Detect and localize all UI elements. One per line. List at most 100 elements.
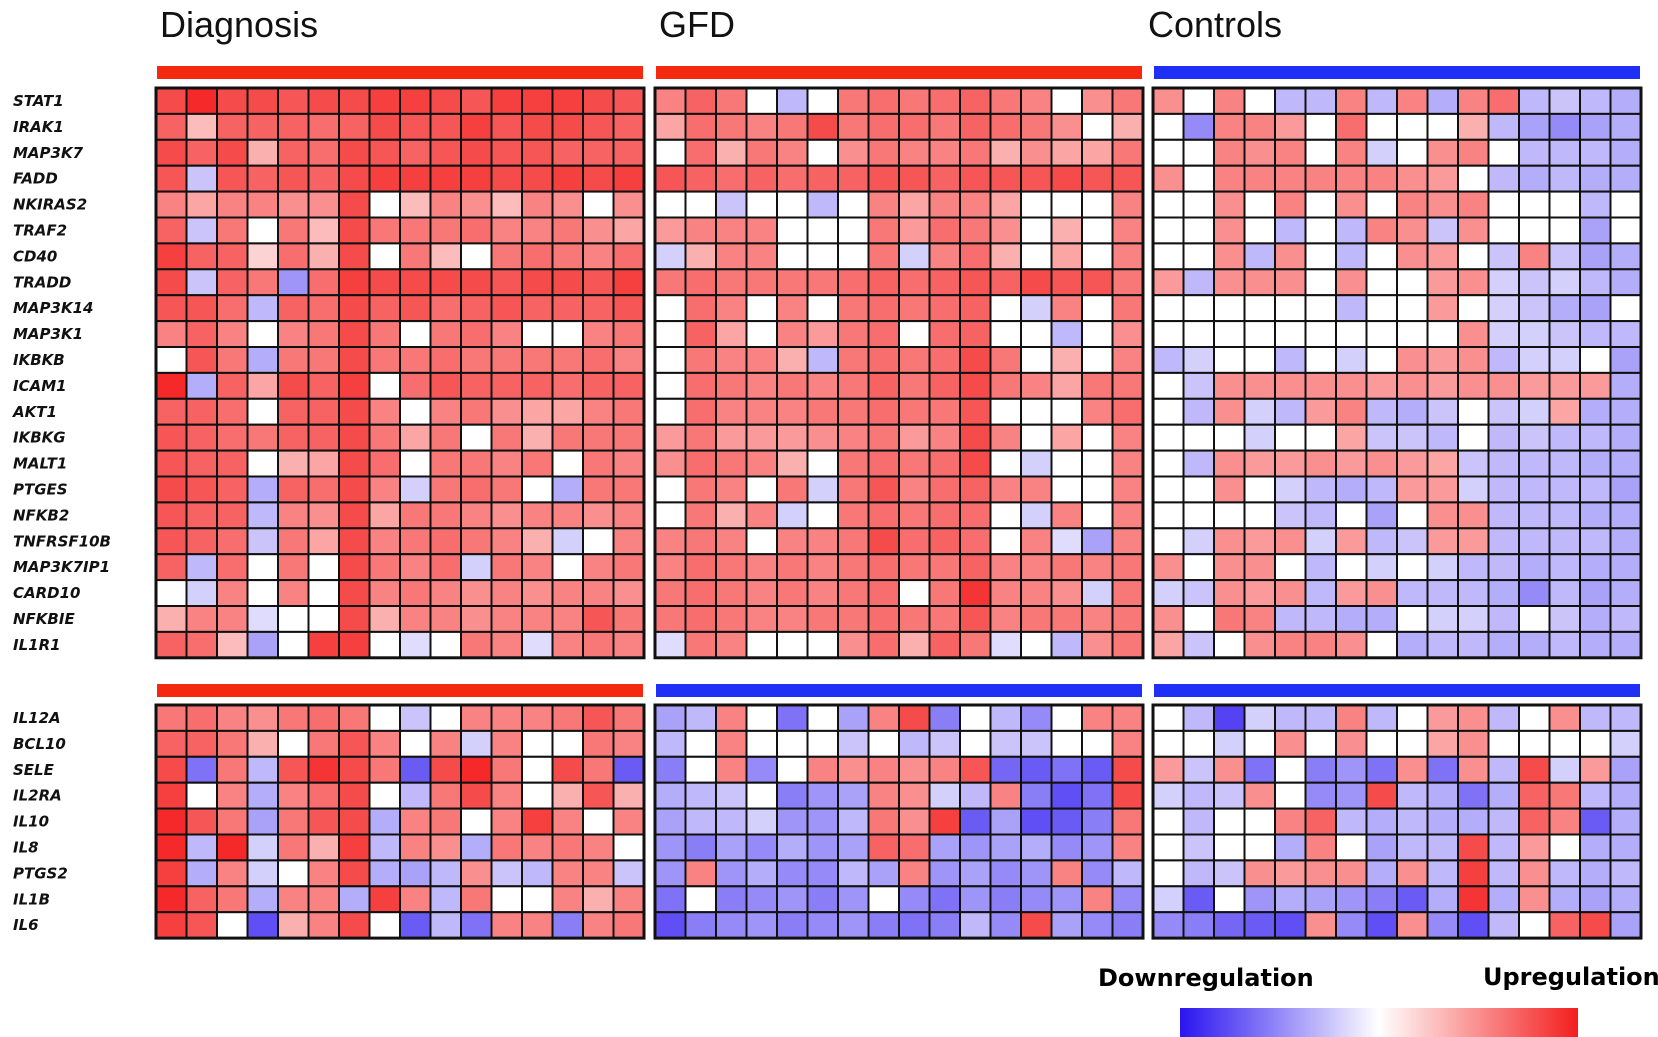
cell-stat1-controls-13 <box>1518 87 1551 115</box>
gene-label-il8: IL8 <box>13 838 39 856</box>
cell-map3k1-controls-13 <box>1518 320 1551 349</box>
cell-fadd-controls-3 <box>1213 164 1246 193</box>
cell-map3k7ip1-gfd-8 <box>867 553 900 582</box>
cell-ptgs2-diagnosis-9 <box>399 859 432 888</box>
cell-icam1-gfd-11 <box>959 371 992 400</box>
cell-ptgs2-gfd-3 <box>715 859 748 888</box>
cell-il12a-controls-14 <box>1548 704 1581 732</box>
cell-il12a-diagnosis-15 <box>582 704 615 732</box>
cell-cd40-diagnosis-10 <box>429 242 462 271</box>
cell-il6-gfd-6 <box>806 911 839 940</box>
cell-tnfrsf10b-diagnosis-7 <box>338 527 371 556</box>
cell-malt1-controls-13 <box>1518 449 1551 478</box>
cell-nkiras2-gfd-12 <box>989 190 1022 219</box>
cell-il8-diagnosis-5 <box>277 833 310 862</box>
cell-stat1-diagnosis-14 <box>551 87 584 115</box>
cell-il12a-controls-6 <box>1304 704 1337 732</box>
cell-il6-gfd-11 <box>959 911 992 940</box>
cell-nfkb2-controls-10 <box>1426 501 1459 530</box>
cell-card10-controls-3 <box>1213 579 1246 607</box>
cell-map3k7ip1-diagnosis-12 <box>490 553 523 582</box>
cell-map3k7ip1-gfd-14 <box>1050 553 1083 582</box>
cell-traf2-diagnosis-10 <box>429 216 462 245</box>
cell-sele-gfd-2 <box>684 755 717 784</box>
cell-ptgs2-controls-7 <box>1335 859 1368 888</box>
cell-sele-diagnosis-5 <box>277 755 310 784</box>
cell-ptgs2-gfd-1 <box>654 859 687 888</box>
cell-malt1-gfd-12 <box>989 449 1022 478</box>
cell-map3k7-gfd-7 <box>837 138 870 167</box>
cell-nfkb2-controls-11 <box>1457 501 1490 530</box>
cell-cd40-diagnosis-9 <box>399 242 432 271</box>
cell-malt1-gfd-8 <box>867 449 900 478</box>
cell-il1r1-diagnosis-14 <box>551 630 584 659</box>
cell-malt1-gfd-4 <box>745 449 778 478</box>
cell-bcl10-diagnosis-15 <box>582 729 615 758</box>
cell-traf2-controls-9 <box>1396 216 1429 245</box>
group-bar-panel-1-gfd <box>656 66 1142 79</box>
cell-ikbkb-diagnosis-9 <box>399 346 432 374</box>
cell-map3k14-controls-10 <box>1426 294 1459 323</box>
cell-traf2-gfd-15 <box>1081 216 1114 245</box>
cell-bcl10-diagnosis-4 <box>246 729 279 758</box>
cell-il8-diagnosis-7 <box>338 833 371 862</box>
cell-nkiras2-controls-3 <box>1213 190 1246 219</box>
cell-icam1-controls-14 <box>1548 371 1581 400</box>
cell-il10-gfd-2 <box>684 807 717 836</box>
cell-nkiras2-gfd-5 <box>776 190 809 219</box>
cell-ikbkg-controls-6 <box>1304 423 1337 452</box>
cell-il1r1-gfd-2 <box>684 630 717 659</box>
cell-map3k14-diagnosis-14 <box>551 294 584 323</box>
cell-traf2-diagnosis-4 <box>246 216 279 245</box>
cell-ikbkb-diagnosis-11 <box>460 346 493 374</box>
cell-nkiras2-gfd-3 <box>715 190 748 219</box>
cell-akt1-gfd-15 <box>1081 397 1114 426</box>
cell-ikbkb-gfd-7 <box>837 346 870 374</box>
cell-irak1-controls-11 <box>1457 112 1490 141</box>
cell-fadd-controls-10 <box>1426 164 1459 193</box>
cell-irak1-diagnosis-5 <box>277 112 310 141</box>
cell-il6-gfd-4 <box>745 911 778 940</box>
cell-il1b-diagnosis-15 <box>582 885 615 914</box>
cell-il12a-diagnosis-6 <box>307 704 340 732</box>
cell-map3k1-diagnosis-7 <box>338 320 371 349</box>
cell-nkiras2-diagnosis-16 <box>612 190 645 219</box>
cell-il6-gfd-10 <box>928 911 961 940</box>
cell-map3k7-gfd-8 <box>867 138 900 167</box>
cell-ikbkg-controls-3 <box>1213 423 1246 452</box>
cell-malt1-diagnosis-2 <box>185 449 218 478</box>
cell-nfkb2-diagnosis-15 <box>582 501 615 530</box>
cell-sele-gfd-3 <box>715 755 748 784</box>
cell-map3k7ip1-diagnosis-6 <box>307 553 340 582</box>
cell-map3k1-gfd-11 <box>959 320 992 349</box>
cell-icam1-controls-12 <box>1487 371 1520 400</box>
cell-cd40-diagnosis-2 <box>185 242 218 271</box>
cell-tradd-diagnosis-5 <box>277 268 310 297</box>
cell-cd40-diagnosis-3 <box>216 242 249 271</box>
cell-tradd-gfd-7 <box>837 268 870 297</box>
cell-cd40-gfd-1 <box>654 242 687 271</box>
cell-il6-gfd-2 <box>684 911 717 940</box>
cell-akt1-gfd-5 <box>776 397 809 426</box>
cell-stat1-gfd-14 <box>1050 87 1083 115</box>
cell-tnfrsf10b-controls-13 <box>1518 527 1551 556</box>
cell-il6-controls-10 <box>1426 911 1459 940</box>
cell-map3k14-gfd-11 <box>959 294 992 323</box>
cell-nkiras2-gfd-9 <box>898 190 931 219</box>
cell-map3k7ip1-controls-7 <box>1335 553 1368 582</box>
cell-bcl10-diagnosis-3 <box>216 729 249 758</box>
cell-irak1-diagnosis-10 <box>429 112 462 141</box>
cell-nkiras2-controls-2 <box>1182 190 1215 219</box>
cell-bcl10-controls-4 <box>1243 729 1276 758</box>
cell-akt1-diagnosis-3 <box>216 397 249 426</box>
cell-fadd-diagnosis-1 <box>155 164 188 193</box>
cell-fadd-gfd-1 <box>654 164 687 193</box>
cell-il6-diagnosis-3 <box>216 911 249 940</box>
cell-il2ra-gfd-10 <box>928 781 961 810</box>
cell-il1r1-gfd-15 <box>1081 630 1114 659</box>
cell-il1b-diagnosis-10 <box>429 885 462 914</box>
cell-il6-controls-16 <box>1609 911 1642 940</box>
cell-map3k1-diagnosis-16 <box>612 320 645 349</box>
cell-il8-gfd-11 <box>959 833 992 862</box>
cell-cd40-diagnosis-14 <box>551 242 584 271</box>
